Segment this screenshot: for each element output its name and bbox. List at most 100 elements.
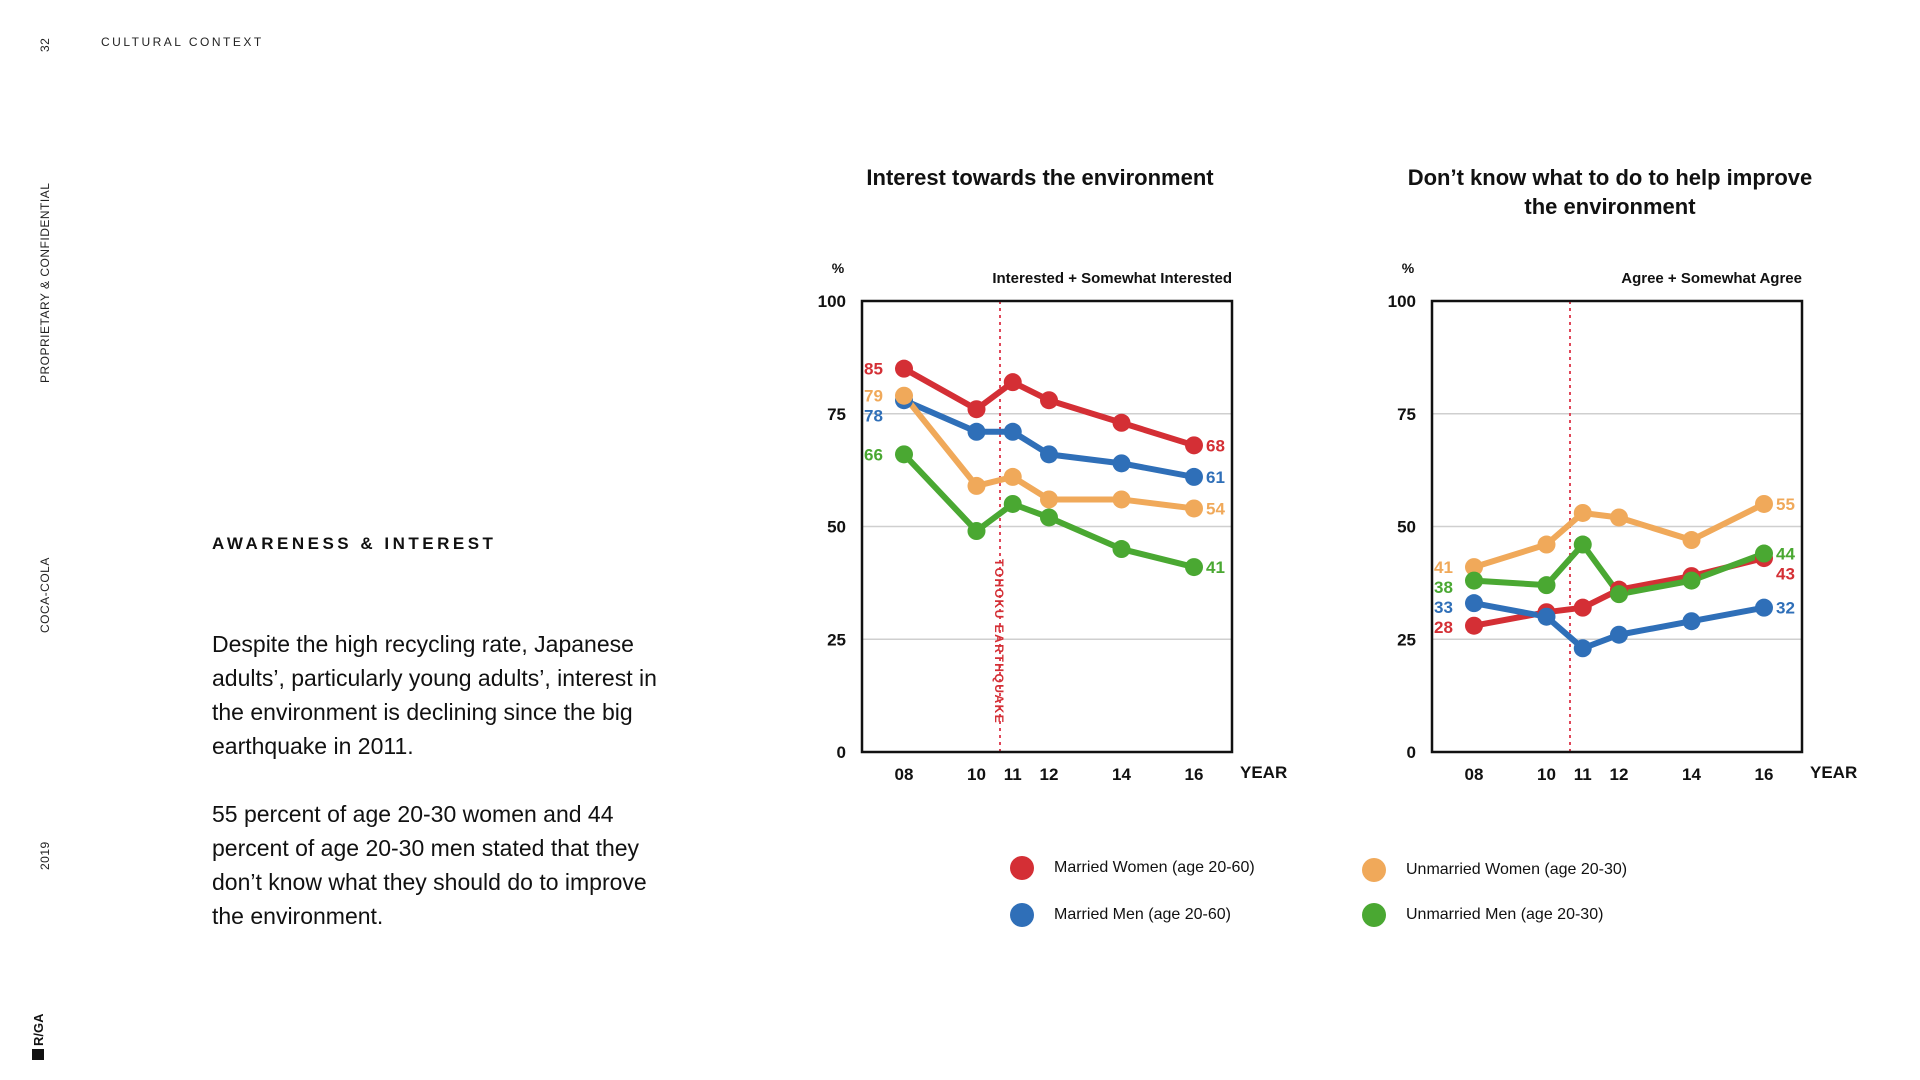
start-value-label: 85 [864, 360, 883, 379]
svg-text:R/GA: R/GA [31, 1013, 46, 1046]
data-point [1573, 503, 1592, 522]
data-point [1003, 494, 1022, 513]
x-tick-label: 10 [1537, 765, 1556, 784]
section-label: CULTURAL CONTEXT [101, 35, 264, 49]
legend-label-unmarried-women: Unmarried Women (age 20-30) [1406, 861, 1628, 878]
body-paragraph-1: Despite the high recycling rate, Japanes… [212, 631, 657, 759]
body-paragraph-2: 55 percent of age 20-30 women and 44 per… [212, 801, 647, 929]
chart-subtitle: Agree + Somewhat Agree [1621, 270, 1802, 287]
end-value-label: 43 [1776, 565, 1795, 584]
x-tick-label: 08 [1465, 765, 1484, 784]
data-point [1537, 535, 1556, 554]
y-tick-label: 100 [1388, 292, 1416, 311]
y-axis-label: % [832, 260, 845, 276]
data-point [1112, 490, 1131, 509]
data-point [967, 400, 986, 419]
legend-label-unmarried-men: Unmarried Men (age 20-30) [1406, 906, 1604, 923]
data-point [1682, 571, 1701, 590]
legend-label-married-men: Married Men (age 20-60) [1054, 906, 1231, 923]
data-point [1185, 558, 1203, 577]
x-tick-label: 16 [1755, 765, 1774, 784]
series-line [1473, 600, 1765, 652]
data-point [895, 386, 913, 405]
data-point [1185, 436, 1203, 455]
data-point [895, 445, 913, 464]
chart-subtitle: Interested + Somewhat Interested [992, 270, 1232, 287]
x-axis-label: YEAR [1810, 763, 1857, 782]
x-tick-label: 16 [1185, 765, 1204, 784]
end-value-label: 54 [1206, 499, 1225, 518]
y-tick-label: 100 [818, 292, 846, 311]
y-tick-label: 25 [1397, 630, 1416, 649]
data-point [1003, 373, 1022, 392]
data-point [1755, 544, 1773, 563]
data-point [1112, 413, 1131, 432]
data-point [1610, 625, 1628, 644]
y-tick-label: 25 [827, 630, 846, 649]
x-tick-label: 12 [1610, 765, 1629, 784]
y-axis-label: % [1402, 260, 1415, 276]
data-point [1682, 612, 1701, 631]
legend-unmarried-women: Unmarried Women (age 20-30) [1362, 858, 1627, 882]
data-point [1112, 540, 1131, 559]
data-point [1610, 585, 1628, 604]
legend-swatch-married-women [1010, 856, 1034, 880]
data-point [967, 522, 986, 541]
legend-married-women: Married Women (age 20-60) [1010, 856, 1255, 880]
legend-swatch-unmarried-men [1362, 903, 1386, 927]
data-point [1003, 422, 1022, 441]
x-tick-label: 11 [1574, 765, 1592, 784]
series-line [902, 397, 1195, 480]
earthquake-annotation: TOHOKU EARTHQUAKE [992, 559, 1006, 724]
legend-swatch-unmarried-women [1362, 858, 1386, 882]
data-point [1040, 445, 1058, 464]
data-point [1040, 391, 1058, 410]
legend-label-married-women: Married Women (age 20-60) [1054, 859, 1255, 876]
series-line [1473, 541, 1766, 598]
x-tick-label: 14 [1682, 765, 1701, 784]
data-point [1040, 490, 1058, 509]
x-tick-label: 12 [1040, 765, 1059, 784]
data-point [1682, 531, 1701, 550]
x-tick-label: 08 [895, 765, 914, 784]
data-point [1537, 607, 1556, 626]
legend-married-men: Married Men (age 20-60) [1010, 903, 1231, 927]
data-point [1573, 598, 1592, 617]
data-point [1112, 454, 1131, 473]
data-point [1465, 616, 1483, 635]
data-point [1465, 594, 1483, 613]
data-point [967, 422, 986, 441]
y-tick-label: 50 [827, 518, 846, 537]
start-value-label: 41 [1434, 558, 1453, 577]
data-point [1465, 571, 1483, 590]
end-value-label: 44 [1776, 545, 1795, 564]
section-heading: AWARENESS & INTEREST [212, 534, 497, 553]
end-value-label: 41 [1206, 558, 1225, 577]
start-value-label: 38 [1434, 578, 1453, 597]
start-value-label: 33 [1434, 598, 1453, 617]
data-point [1573, 639, 1592, 658]
end-value-label: 61 [1206, 468, 1225, 487]
data-point [967, 476, 986, 495]
data-point [1755, 494, 1773, 513]
x-tick-label: 14 [1112, 765, 1131, 784]
end-value-label: 68 [1206, 436, 1225, 455]
y-tick-label: 75 [1397, 405, 1416, 424]
x-axis-label: YEAR [1240, 763, 1287, 782]
data-point [1185, 499, 1203, 518]
data-point [1185, 467, 1203, 486]
x-tick-label: 10 [967, 765, 986, 784]
rga-logo: R/GA [31, 1013, 46, 1060]
chart-1-title: Interest towards the environment [866, 165, 1214, 190]
start-value-label: 78 [864, 407, 883, 426]
end-value-label: 55 [1776, 495, 1795, 514]
data-point [1465, 558, 1483, 577]
series-line [901, 452, 1195, 571]
data-point [1610, 508, 1628, 527]
series-line [901, 393, 1195, 512]
y-tick-label: 50 [1397, 518, 1416, 537]
end-value-label: 32 [1776, 599, 1795, 618]
legend-unmarried-men: Unmarried Men (age 20-30) [1362, 903, 1603, 927]
plot-frame [1430, 299, 1804, 754]
